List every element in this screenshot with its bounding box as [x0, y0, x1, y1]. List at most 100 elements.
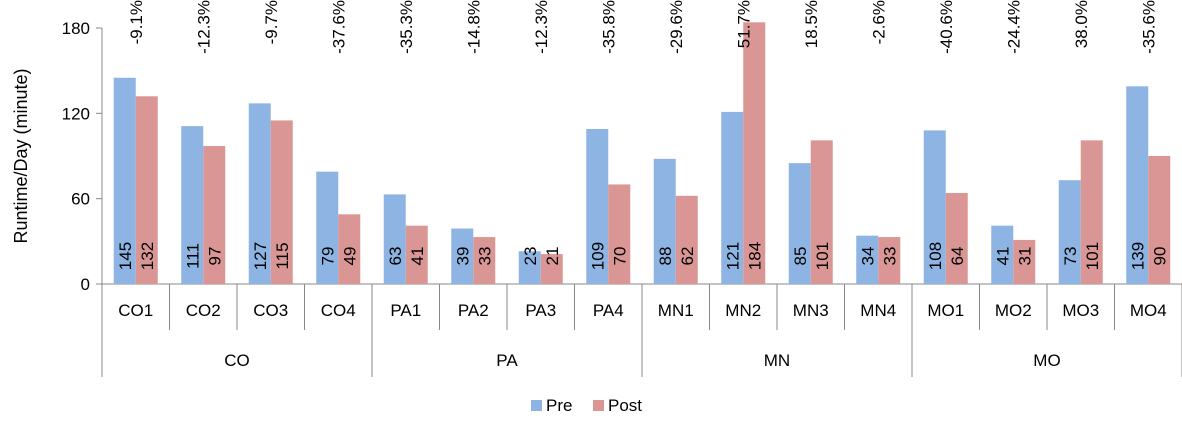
- percent-change-label: -35.3%: [397, 0, 416, 54]
- percent-change-label: -14.8%: [464, 0, 483, 54]
- data-label-pre: 88: [656, 247, 675, 266]
- group-label: PA: [496, 351, 518, 370]
- y-tick-label: 180: [62, 19, 90, 38]
- bar-pre: [856, 235, 879, 284]
- bar-post: [135, 96, 158, 285]
- bar-post: [1013, 239, 1036, 284]
- x-tick-label: CO3: [253, 301, 288, 320]
- bar-pre: [451, 228, 474, 284]
- bar-post: [540, 254, 563, 284]
- percent-change-label: -24.4%: [1004, 0, 1023, 54]
- percent-change-label: 18.5%: [802, 0, 821, 48]
- bar-pre: [923, 130, 946, 284]
- group-label: CO: [224, 351, 250, 370]
- bar-post: [473, 237, 496, 284]
- group-label: MN: [764, 351, 790, 370]
- data-label-post: 49: [340, 247, 359, 266]
- percent-change-label: -12.3%: [532, 0, 551, 54]
- legend-label-post: Post: [608, 396, 642, 415]
- x-tick-label: PA3: [525, 301, 556, 320]
- data-label-post: 101: [1083, 242, 1102, 270]
- data-label-post: 33: [475, 247, 494, 266]
- data-label-post: 62: [678, 247, 697, 266]
- bar-pre: [383, 194, 406, 284]
- data-label-pre: 111: [183, 243, 202, 269]
- data-label-pre: 109: [588, 242, 607, 270]
- data-label-post: 41: [408, 247, 427, 266]
- data-label-post: 64: [948, 247, 967, 266]
- percent-change-label: 51.7%: [734, 0, 753, 48]
- bar-pre: [1126, 86, 1149, 284]
- bar-pre: [248, 103, 271, 284]
- percent-change-label: -40.6%: [937, 0, 956, 54]
- bar-pre: [721, 111, 744, 285]
- bar-post: [1080, 140, 1103, 284]
- data-label-post: 31: [1015, 247, 1034, 266]
- data-label-post: 101: [813, 242, 832, 270]
- x-tick-label: CO4: [321, 301, 356, 320]
- data-label-post: 70: [610, 247, 629, 266]
- group-label: MO: [1033, 351, 1060, 370]
- bar-post: [743, 22, 766, 285]
- x-tick-label: CO2: [186, 301, 221, 320]
- bar-pre: [113, 77, 136, 285]
- bar-post: [608, 184, 631, 284]
- y-tick-label: 60: [71, 190, 90, 209]
- bar-pre: [653, 158, 676, 284]
- bar-post: [675, 195, 698, 284]
- percent-change-label: -9.1%: [127, 0, 146, 44]
- data-label-post: 90: [1150, 247, 1169, 266]
- legend-swatch-post: [593, 400, 604, 411]
- x-tick-label: PA2: [458, 301, 489, 320]
- data-label-pre: 73: [1061, 247, 1080, 266]
- x-tick-label: MN1: [658, 301, 694, 320]
- y-axis-title: Runtime/Day (minute): [11, 68, 31, 243]
- bar-post: [810, 140, 833, 284]
- legend-label-pre: Pre: [546, 396, 572, 415]
- x-tick-label: MO4: [1130, 301, 1167, 320]
- data-label-post: 97: [205, 247, 224, 266]
- bar-post: [203, 146, 226, 284]
- x-tick-label: MN4: [860, 301, 896, 320]
- data-label-pre: 39: [453, 247, 472, 266]
- data-label-pre: 63: [386, 247, 405, 266]
- data-label-pre: 85: [791, 247, 810, 266]
- bar-post: [338, 214, 361, 284]
- bar-post: [405, 225, 428, 284]
- bar-pre: [518, 251, 541, 284]
- data-label-pre: 127: [251, 242, 270, 270]
- bar-post: [1148, 156, 1171, 284]
- x-tick-label: MN2: [725, 301, 761, 320]
- data-label-pre: 79: [318, 247, 337, 266]
- data-label-post: 33: [880, 247, 899, 266]
- data-label-post: 21: [543, 247, 562, 266]
- bar-post: [270, 120, 293, 284]
- data-label-post: 184: [745, 242, 764, 270]
- legend-swatch-pre: [531, 400, 542, 411]
- percent-change-label: 38.0%: [1072, 0, 1091, 48]
- x-tick-label: PA1: [390, 301, 421, 320]
- percent-change-label: -2.6%: [869, 0, 888, 44]
- data-label-pre: 145: [116, 242, 135, 270]
- data-label-post: 132: [138, 242, 157, 270]
- percent-change-label: -12.3%: [194, 0, 213, 54]
- x-tick-label: CO1: [118, 301, 153, 320]
- x-tick-label: MN3: [793, 301, 829, 320]
- percent-change-label: -9.7%: [262, 0, 281, 44]
- data-label-pre: 41: [993, 247, 1012, 266]
- x-tick-label: MO1: [927, 301, 964, 320]
- data-label-pre: 34: [858, 247, 877, 266]
- percent-change-label: -35.8%: [599, 0, 618, 54]
- bar-pre: [788, 163, 811, 284]
- y-tick-label: 0: [81, 275, 90, 294]
- data-label-post: 115: [273, 242, 292, 269]
- bar-pre: [991, 225, 1014, 284]
- data-label-pre: 121: [723, 242, 742, 270]
- bar-pre: [586, 128, 609, 284]
- y-tick-label: 120: [62, 104, 90, 123]
- bar-pre: [181, 126, 204, 284]
- data-label-pre: 108: [926, 242, 945, 270]
- data-label-pre: 139: [1128, 242, 1147, 270]
- bar-post: [878, 237, 901, 284]
